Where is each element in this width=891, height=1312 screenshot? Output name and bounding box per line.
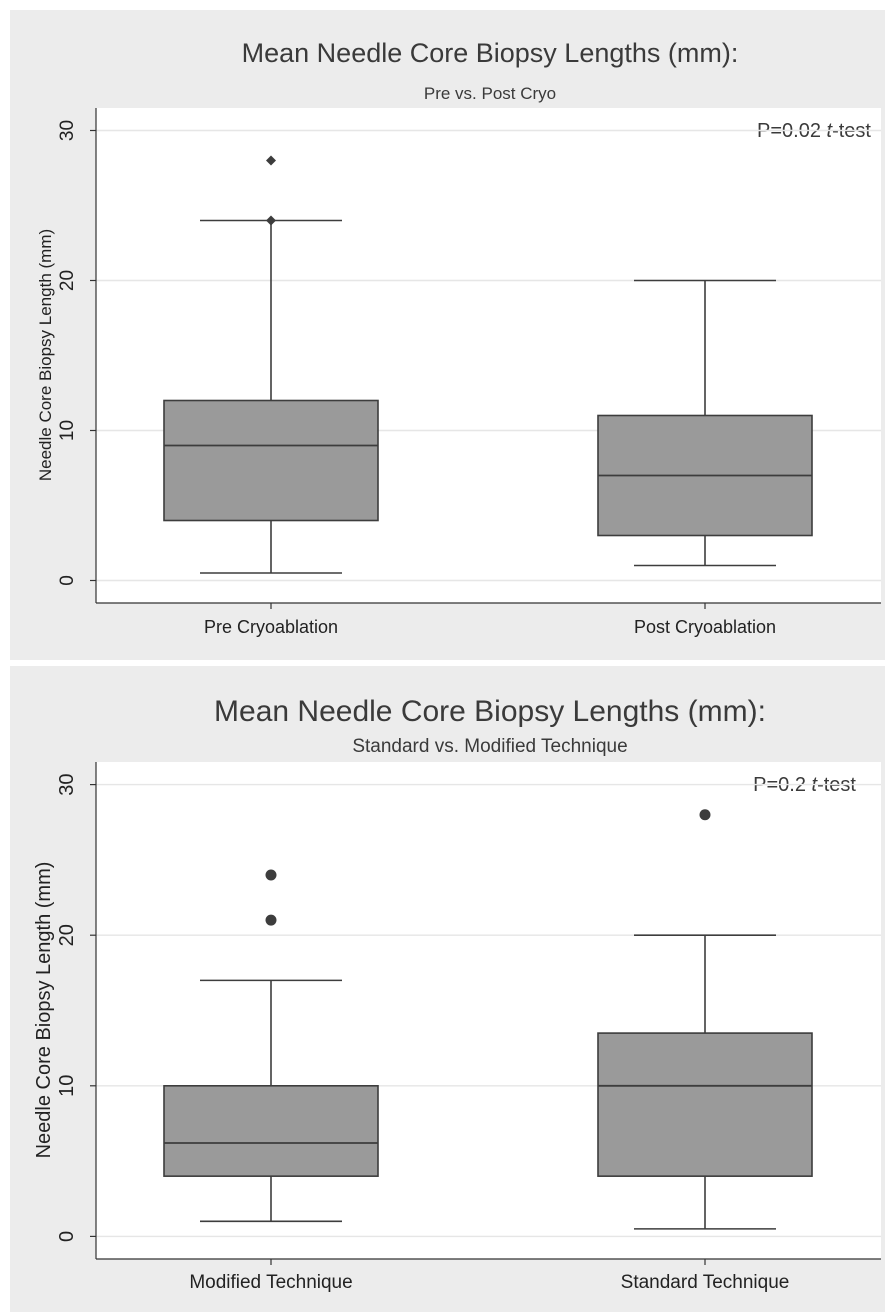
outlier-point	[266, 155, 276, 166]
y-tick-label: 30	[56, 773, 78, 795]
chart-subtitle: Standard vs. Modified Technique	[352, 736, 627, 757]
x-category-label: Modified Technique	[189, 1272, 352, 1293]
axes	[95, 762, 881, 1260]
x-category-label: Pre Cryoablation	[204, 617, 338, 637]
category-labels: Pre Cryoablation Post Cryoablation	[204, 603, 776, 637]
chart-panel-pre-post-cryo: Mean Needle Core Biopsy Lengths (mm): Pr…	[10, 10, 885, 660]
chart-panel-standard-modified: Mean Needle Core Biopsy Lengths (mm): St…	[10, 666, 885, 1312]
boxplot-1	[597, 279, 813, 567]
y-ticks: 0 10 20 30	[57, 120, 96, 586]
iqr-box	[163, 399, 379, 522]
plot-region	[96, 762, 881, 1259]
chart-subtitle: Pre vs. Post Cryo	[424, 84, 556, 103]
y-tick-label: 0	[57, 575, 78, 586]
chart-title: Mean Needle Core Biopsy Lengths (mm):	[214, 695, 766, 728]
outlier-point	[699, 809, 711, 821]
y-tick-label: 0	[56, 1231, 78, 1242]
y-tick-label: 10	[56, 1075, 78, 1097]
outlier-point	[265, 914, 277, 926]
y-axis-label: Needle Core Biopsy Length (mm)	[36, 229, 55, 481]
boxplot-0	[163, 869, 379, 1223]
y-tick-label: 30	[57, 120, 78, 141]
y-tick-label: 10	[57, 420, 78, 441]
outlier-point	[266, 215, 276, 226]
x-category-label: Post Cryoablation	[634, 617, 776, 637]
boxplot-0	[163, 155, 379, 574]
y-tick-label: 20	[57, 270, 78, 291]
x-category-label: Standard Technique	[621, 1272, 790, 1293]
iqr-box	[597, 1032, 813, 1177]
gridlines	[96, 783, 881, 1238]
outlier-point	[265, 869, 277, 881]
y-tick-label: 20	[56, 924, 78, 946]
y-ticks: 0 10 20 30	[56, 773, 96, 1242]
y-axis-label: Needle Core Biopsy Length (mm)	[33, 862, 55, 1159]
chart-title: Mean Needle Core Biopsy Lengths (mm):	[242, 38, 739, 68]
boxplot-1	[597, 809, 813, 1230]
iqr-box	[163, 1085, 379, 1177]
axes	[95, 108, 881, 604]
category-labels: Modified Technique Standard Technique	[189, 1259, 789, 1293]
boxplots	[163, 155, 813, 574]
boxplots	[163, 809, 813, 1230]
